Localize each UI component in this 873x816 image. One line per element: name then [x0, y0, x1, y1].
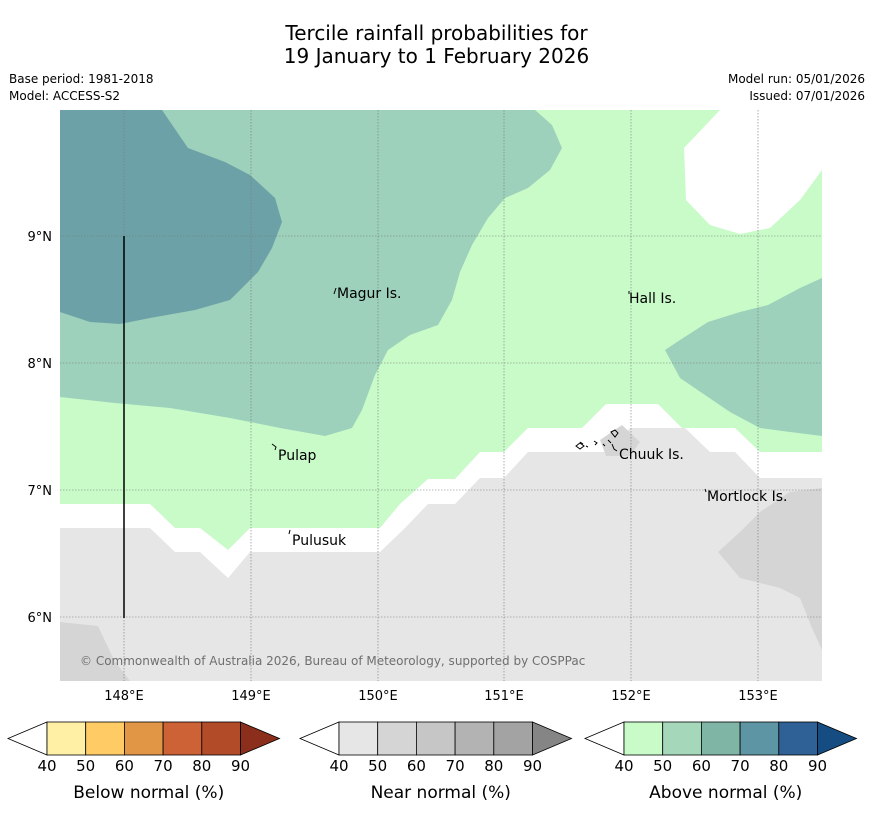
lat-tick: 7°N [28, 484, 53, 499]
colorbar-segment [662, 721, 702, 756]
colorbar-segment [46, 721, 87, 756]
place-label: Chuuk Is. [619, 447, 684, 463]
colorbar-over-arrow [240, 721, 281, 756]
colorbar-tick-label: 40 [37, 757, 56, 775]
issued-date: Issued: 07/01/2026 [749, 89, 865, 103]
longitude-ticks: 148°E 149°E 150°E 151°E 152°E 153°E [104, 689, 778, 704]
colorbar-under-arrow [583, 721, 625, 756]
lon-tick: 150°E [358, 689, 398, 704]
colorbar-segment [623, 721, 664, 756]
lat-tick: 9°N [28, 230, 53, 245]
colorbar-title: Above normal (%) [649, 783, 802, 803]
colorbar-segment [85, 721, 125, 756]
place-label: Magur Is. [337, 286, 402, 302]
colorbar-segment [493, 721, 533, 756]
map-panel: Magur Is. Hall Is. Pulap Chuuk Is. Mortl… [60, 110, 822, 681]
colorbar-segment [201, 721, 241, 756]
near-50-sw [60, 622, 130, 681]
colorbar-title: Below normal (%) [73, 783, 224, 803]
place-label: Mortlock Is. [707, 489, 787, 505]
colorbar-segment [739, 721, 780, 756]
near-50-chuuk [600, 425, 640, 456]
colorbar-tick-label: 80 [769, 757, 788, 775]
colorbar-tick-label: 90 [808, 757, 827, 775]
colorbar-tick-label: 50 [368, 757, 387, 775]
lon-tick: 153°E [738, 689, 778, 704]
colorbar-segment [778, 721, 818, 756]
colorbar-tick-label: 70 [154, 757, 173, 775]
place-label: Pulusuk [292, 533, 347, 549]
colorbar-segment [454, 721, 495, 756]
colorbar-segment [415, 721, 456, 756]
model-name: Model: ACCESS-S2 [9, 89, 121, 103]
near-50-east [718, 488, 822, 650]
colorbar-over-arrow [817, 721, 858, 756]
mortlock-island-mark [704, 488, 707, 493]
colorbar-segment [377, 721, 417, 756]
pulusuk-island-mark [288, 529, 291, 535]
colorbar-under-arrow [298, 721, 340, 756]
magur-island-mark [333, 287, 337, 295]
colorbar-segment [124, 721, 164, 756]
title-line-2: 19 January to 1 February 2026 [283, 44, 590, 68]
colorbar-tick-label: 70 [731, 757, 750, 775]
pulap-island-mark [271, 443, 277, 451]
colorbar-tick-label: 40 [329, 757, 348, 775]
above-60-nw [60, 110, 282, 324]
place-label: Hall Is. [629, 291, 676, 307]
lon-tick: 151°E [484, 689, 524, 704]
lon-tick: 149°E [231, 689, 271, 704]
model-info: Base period: 1981-2018 Model: ACCESS-S2 [9, 71, 154, 105]
above-50-east [665, 278, 822, 436]
below-normal-colorbar: 40 50 60 70 80 90 Below normal (%) [6, 721, 281, 803]
chuuk-lagoon-icon [575, 429, 619, 452]
colorbar-tick-label: 60 [692, 757, 711, 775]
colorbar-segment [338, 721, 379, 756]
colorbar-tick-label: 40 [614, 757, 633, 775]
colorbar-tick-label: 70 [446, 757, 465, 775]
colorbar-tick-label: 90 [231, 757, 250, 775]
title-line-1: Tercile rainfall probabilities for [285, 21, 588, 45]
colorbar-tick-label: 60 [407, 757, 426, 775]
map-title: Tercile rainfall probabilities for 19 Ja… [0, 22, 873, 68]
lat-tick: 8°N [28, 357, 53, 372]
lon-tick: 152°E [611, 689, 651, 704]
gap-band [60, 404, 822, 578]
gap-white-ne [684, 110, 822, 234]
above-normal-colorbar: 40 50 60 70 80 90 Above normal (%) [583, 721, 858, 803]
place-label: Pulap [278, 448, 317, 464]
run-info: Model run: 05/01/2026 Issued: 07/01/2026 [728, 71, 865, 105]
colorbar-tick-label: 60 [115, 757, 134, 775]
lon-tick: 148°E [104, 689, 144, 704]
colorbar-tick-label: 80 [484, 757, 503, 775]
colorbar-over-arrow [532, 721, 573, 756]
base-period: Base period: 1981-2018 [9, 72, 154, 86]
colorbar-tick-label: 80 [192, 757, 211, 775]
colorbar-tick-label: 50 [653, 757, 672, 775]
model-run: Model run: 05/01/2026 [727, 72, 865, 86]
near-normal-colorbar: 40 50 60 70 80 90 Near normal (%) [298, 721, 573, 803]
colorbar-segment [162, 721, 203, 756]
colorbar-under-arrow [6, 721, 48, 756]
lat-tick: 6°N [28, 611, 53, 626]
copyright-notice: © Commonwealth of Australia 2026, Bureau… [80, 654, 585, 668]
colorbar-tick-label: 50 [76, 757, 95, 775]
island-marks [271, 287, 707, 535]
latitude-ticks: 9°N 8°N 7°N 6°N [28, 230, 53, 626]
colorbar-title: Near normal (%) [371, 783, 511, 803]
colorbar-tick-label: 90 [523, 757, 542, 775]
colorbar-segment [701, 721, 741, 756]
